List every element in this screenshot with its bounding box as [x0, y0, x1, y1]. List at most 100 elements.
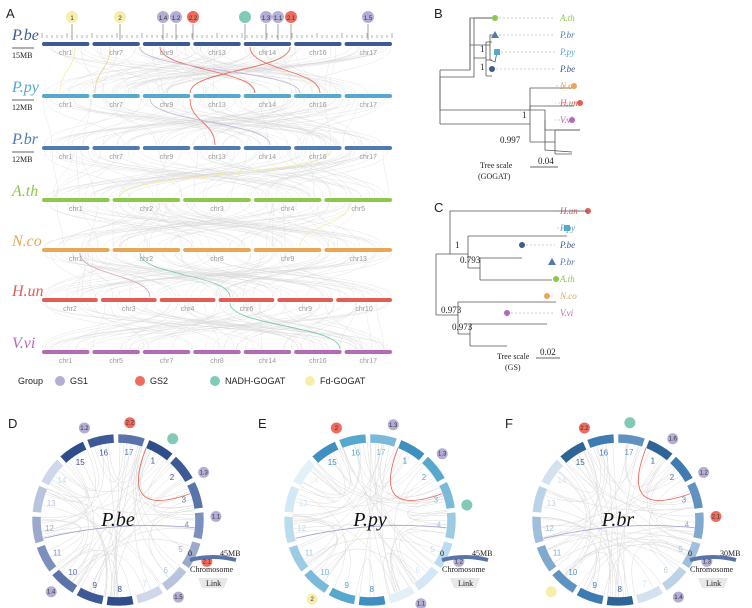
circos-chr-number: 16: [351, 449, 360, 458]
circos-marker-label: 2.1: [712, 514, 721, 520]
chromosome-bar: [183, 198, 251, 202]
circos-chr-number: 15: [576, 458, 585, 467]
chromosome-bar: [42, 298, 98, 302]
tree-scale-sub: (GOGAT): [478, 172, 511, 181]
chromosome-label: chr9: [298, 306, 312, 313]
circos-chr-number: 7: [394, 580, 399, 589]
chromosome-label: chr1: [69, 206, 83, 213]
circos-chr-number: 5: [178, 545, 183, 554]
circos-gene-marker: [546, 586, 557, 597]
chromosome-label: chr13: [208, 154, 226, 161]
species-label-6: V.vi: [12, 335, 35, 352]
chromosome-label: chr7: [109, 154, 123, 161]
tree-leaf: P.py: [559, 223, 575, 233]
chromosome-bar: [113, 198, 181, 202]
circos-chr-number: 10: [568, 568, 577, 577]
circos-chr-number: 15: [328, 458, 337, 467]
circos-chr-number: 10: [68, 568, 77, 577]
chromosome-bar: [244, 146, 291, 150]
circos-chr-number: 9: [592, 581, 597, 590]
circos-chromosome: [136, 585, 163, 603]
chromosome-label: chr17: [360, 358, 378, 365]
circos-chr-number: 9: [92, 581, 97, 590]
circos-chr-number: 17: [625, 448, 634, 457]
circos-marker-label: 1.5: [174, 595, 183, 601]
circos-chromosome: [687, 482, 703, 509]
legend-swatch: [55, 376, 65, 386]
circos-chr-number: 3: [434, 495, 439, 504]
support-value: 0.997: [500, 135, 521, 145]
tree-scale-value: 0.04: [538, 156, 554, 166]
species-label-5: H.un: [11, 283, 44, 300]
gene-marker-label: 1.2: [172, 16, 181, 22]
circos-chromosome: [284, 486, 299, 513]
chromosome-label: chr16: [309, 102, 327, 109]
circos-chr-number: 13: [47, 499, 56, 508]
chromosome-bar: [92, 42, 139, 46]
circos-scale-zero: 0: [688, 549, 692, 558]
chromosome-label: chr9: [160, 102, 174, 109]
chromosome-bar: [42, 94, 89, 98]
circos-chr-number: 12: [297, 524, 306, 533]
circos-chr-number: 12: [545, 524, 554, 533]
circos-chr-number: 3: [182, 495, 187, 504]
circos-chromosome-label: Chromosome: [190, 565, 234, 574]
chromosome-bar: [244, 350, 291, 354]
circos-chromosome: [87, 434, 114, 448]
circos-gene-marker: [624, 417, 635, 428]
circos-chr-number: 7: [642, 580, 647, 589]
chromosome-bar: [254, 198, 322, 202]
circos-chr-number: 13: [547, 499, 556, 508]
circos-chromosome: [106, 596, 133, 606]
chromosome-bar: [42, 248, 110, 252]
circos-chr-number: 17: [377, 448, 386, 457]
chromosome-label: chr1: [59, 358, 73, 365]
panel-letter-B: B: [434, 6, 443, 21]
chromosome-label: chr2: [140, 206, 154, 213]
legend-item-2: NADH-GOGAT: [225, 376, 286, 386]
chromosome-bar: [193, 146, 240, 150]
circos-chr-number: 11: [553, 548, 562, 557]
chromosome-bar: [101, 298, 157, 302]
circos-chr-number: 8: [617, 585, 622, 594]
circos-chr-number: 14: [57, 476, 66, 485]
circos-chromosome: [339, 434, 366, 448]
legend-swatch: [135, 376, 145, 386]
chromosome-bar: [42, 198, 110, 202]
circos-chr-number: 13: [299, 499, 308, 508]
chromosome-label: chr1: [59, 154, 73, 161]
chromosome-label: chr6: [240, 306, 254, 313]
chromosome-label: chr9: [160, 50, 174, 57]
circos-marker-label: 1.2: [80, 426, 89, 432]
chromosome-label: chr8: [210, 256, 224, 263]
tree-leaf: P.be: [559, 64, 575, 74]
legend-item-1: GS2: [150, 376, 168, 386]
circos-chr-number: 11: [305, 548, 314, 557]
scale-label-2: 12MB: [12, 155, 32, 164]
circos-chr-number: 5: [430, 545, 435, 554]
circos-chr-number: 1: [651, 456, 656, 465]
chromosome-bar: [113, 248, 181, 252]
gene-marker: [239, 11, 251, 23]
circos-scale-zero: 0: [440, 549, 444, 558]
circos-scale-max: 30MB: [720, 549, 740, 558]
circos-marker-label: 1.4: [674, 595, 683, 601]
chromosome-bar: [42, 146, 89, 150]
chromosome-bar: [345, 350, 392, 354]
gene-marker-label: 2.2: [189, 16, 198, 22]
tree-scale-sub: (GS): [505, 363, 521, 372]
circos-chr-number: 4: [437, 521, 442, 530]
support-value: 1: [480, 62, 485, 72]
gene-marker-label: 1.5: [364, 16, 373, 22]
chromosome-bar: [193, 94, 240, 98]
circos-chromosome: [187, 482, 203, 509]
legend-swatch: [305, 376, 315, 386]
chromosome-bar: [193, 42, 240, 46]
scale-label-0: 15MB: [12, 51, 32, 60]
circos-link-label: Link: [706, 579, 721, 588]
circos-chr-number: 6: [415, 566, 420, 575]
circos-chromosome-label: Chromosome: [442, 565, 486, 574]
legend-swatch: [210, 376, 220, 386]
circos-chr-number: 5: [678, 545, 683, 554]
